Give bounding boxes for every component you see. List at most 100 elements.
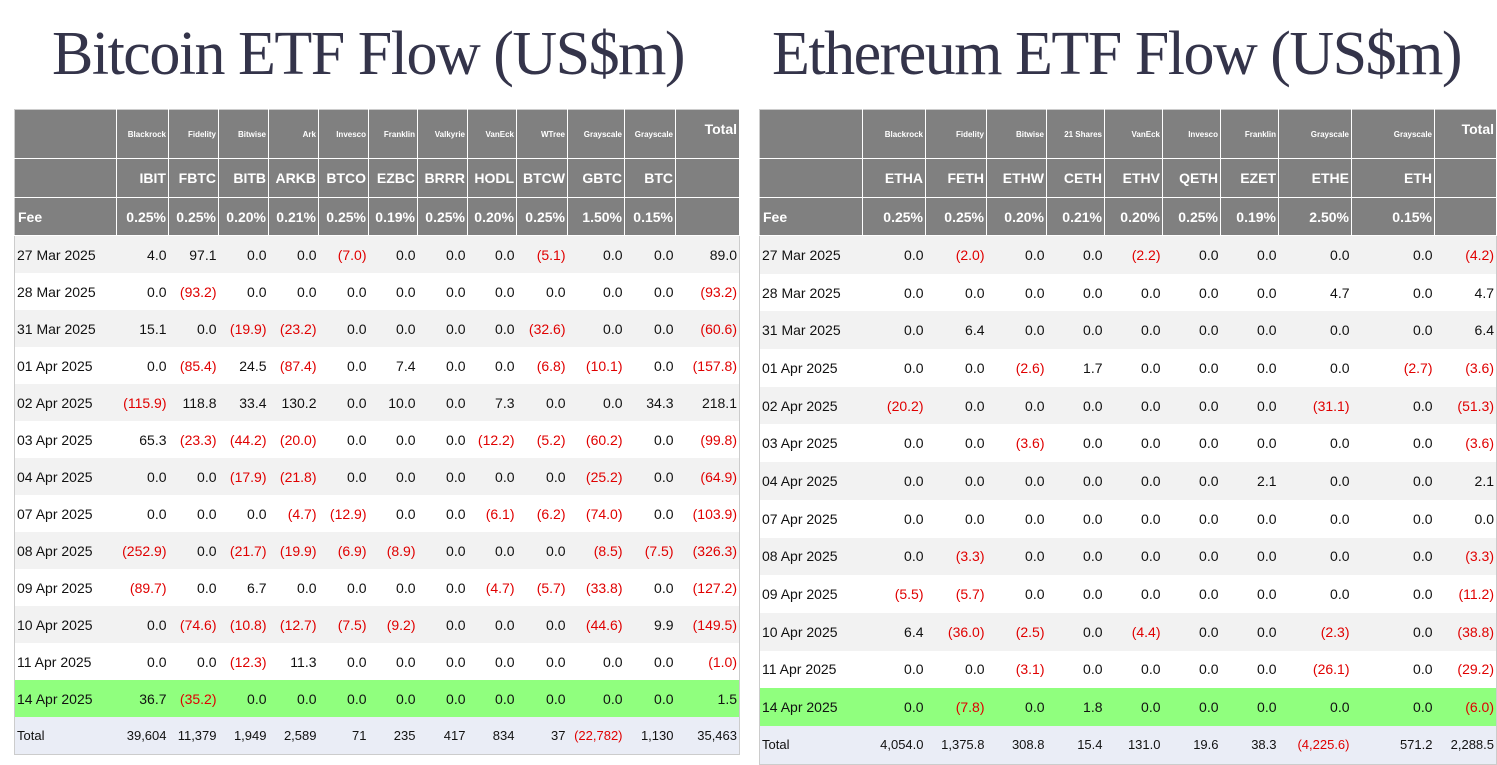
issuer-name: Grayscale xyxy=(624,109,676,159)
flow-value-cell: 0.0 xyxy=(1162,650,1221,689)
flow-value-cell: 0.0 xyxy=(1278,499,1352,538)
flow-value-cell: 97.1 xyxy=(168,235,219,273)
cumulative-total-row: Total 4,054.0 1,375.8 308.8 15.4 131.0 19.6 38.… xyxy=(759,725,1497,765)
flow-value-cell: (60.2) xyxy=(567,421,625,458)
flow-value-cell: 0.0 xyxy=(417,421,468,458)
flow-value-cell: 0.0 xyxy=(1278,311,1352,350)
flow-row: 08 Apr 2025 (252.9) 0.0 (21.7) (19.9) (6.9) (8… xyxy=(14,532,740,569)
date-cell: 03 Apr 2025 xyxy=(14,421,117,458)
date-cell: 07 Apr 2025 xyxy=(14,495,117,532)
flow-value-cell: 0.0 xyxy=(1162,273,1221,312)
issuer-name: Fidelity xyxy=(925,109,987,159)
flow-value-cell: 0.0 xyxy=(862,273,926,312)
fee-label: Fee xyxy=(759,197,863,236)
date-cell: 28 Mar 2025 xyxy=(14,273,117,310)
flow-value-cell: 11.3 xyxy=(268,643,319,680)
flow-value-cell: 0.0 xyxy=(417,310,468,347)
flow-value-cell: 0.0 xyxy=(1104,424,1163,463)
date-cell: 08 Apr 2025 xyxy=(759,537,863,576)
date-cell: 14 Apr 2025 xyxy=(759,688,863,726)
cumulative-total-cell: 308.8 xyxy=(986,725,1047,765)
flow-value-cell: 0.0 xyxy=(862,688,926,726)
flow-value-cell: 0.0 xyxy=(467,680,517,717)
flow-value-cell: 0.0 xyxy=(1162,575,1221,613)
flow-value-cell: 0.0 xyxy=(318,310,369,347)
flow-value-cell: 0.0 xyxy=(1220,349,1279,387)
flow-value-cell: 0.0 xyxy=(268,273,319,310)
flow-row: 31 Mar 2025 15.1 0.0 (19.9) (23.2) 0.0 0.0 0.0 0… xyxy=(14,310,740,347)
ticker-header-row: ETHA FETH ETHW CETH ETHV QETH EZET ETHE ETH xyxy=(759,158,1497,198)
cumulative-total-cell: (22,782) xyxy=(567,717,625,755)
fee-header-row: Fee 0.25% 0.25% 0.20% 0.21% 0.25% 0.19% 0.25% 0.… xyxy=(14,197,740,236)
flow-value-cell: (93.2) xyxy=(168,273,219,310)
flow-value-cell: 1.8 xyxy=(1046,688,1105,726)
issuer-name: WTree xyxy=(516,109,568,159)
flow-value-cell: 0.0 xyxy=(516,680,568,717)
flow-value-cell: 0.0 xyxy=(1220,273,1279,312)
flow-value-cell: 0.0 xyxy=(268,680,319,717)
issuer-name: Fidelity xyxy=(168,109,219,159)
flow-value-cell: 0.0 xyxy=(218,680,269,717)
ticker-symbol: BTC xyxy=(624,158,676,198)
flow-value-cell: 0.0 xyxy=(624,273,676,310)
flow-value-cell: 0.0 xyxy=(1104,575,1163,613)
ticker-symbol: ETHV xyxy=(1104,158,1163,198)
flow-value-cell: 0.0 xyxy=(925,386,987,425)
flow-value-cell: (31.1) xyxy=(1278,386,1352,425)
flow-value-cell: 0.0 xyxy=(116,458,169,495)
flow-value-cell: (6.9) xyxy=(318,532,369,569)
fee-value: 0.25% xyxy=(417,197,468,236)
flow-value-cell: 0.0 xyxy=(116,273,169,310)
flow-value-cell: 0.0 xyxy=(1046,311,1105,350)
issuer-name: Valkyrie xyxy=(417,109,468,159)
date-cell: 01 Apr 2025 xyxy=(759,349,863,387)
flow-value-cell: 0.0 xyxy=(624,495,676,532)
flow-value-cell: (36.0) xyxy=(925,612,987,651)
flow-value-cell: 0.0 xyxy=(1351,575,1435,613)
flow-value-cell: 0.0 xyxy=(986,499,1047,538)
row-total-cell: (99.8) xyxy=(675,421,740,458)
flow-value-cell: 0.0 xyxy=(862,462,926,500)
fee-header-row: Fee 0.25% 0.25% 0.20% 0.21% 0.20% 0.25% 0.19% 2.… xyxy=(759,197,1497,236)
flow-value-cell: 0.0 xyxy=(318,458,369,495)
flow-value-cell: (7.5) xyxy=(318,606,369,643)
flow-value-cell: 0.0 xyxy=(1220,537,1279,576)
fee-value: 0.25% xyxy=(318,197,369,236)
ticker-symbol: ETHW xyxy=(986,158,1047,198)
flow-value-cell: (5.7) xyxy=(925,575,987,613)
flow-value-cell: 0.0 xyxy=(116,495,169,532)
flow-value-cell: 0.0 xyxy=(1162,235,1221,274)
flow-value-cell: 0.0 xyxy=(1162,499,1221,538)
flow-value-cell: 0.0 xyxy=(1278,575,1352,613)
flow-value-cell: 0.0 xyxy=(624,347,676,384)
fee-value: 0.21% xyxy=(1046,197,1105,236)
flow-value-cell: 0.0 xyxy=(624,235,676,273)
ticker-symbol: IBIT xyxy=(116,158,169,198)
flow-value-cell: 0.0 xyxy=(567,310,625,347)
flow-row: 10 Apr 2025 0.0 (74.6) (10.8) (12.7) (7.5) (9.… xyxy=(14,606,740,643)
flow-value-cell: 0.0 xyxy=(1104,273,1163,312)
date-cell: 01 Apr 2025 xyxy=(14,347,117,384)
flow-value-cell: 6.4 xyxy=(862,612,926,651)
flow-value-cell: 0.0 xyxy=(1046,650,1105,689)
flow-value-cell: (33.8) xyxy=(567,569,625,606)
flow-value-cell: 0.0 xyxy=(1162,688,1221,726)
flow-value-cell: 118.8 xyxy=(168,384,219,421)
flow-value-cell: 0.0 xyxy=(467,643,517,680)
flow-value-cell: 0.0 xyxy=(368,680,418,717)
flow-row: 28 Mar 2025 0.0 0.0 0.0 0.0 0.0 0.0 0.0 4.7 0.0 4.… xyxy=(759,273,1497,312)
flow-value-cell: 0.0 xyxy=(862,424,926,463)
flow-value-cell: 0.0 xyxy=(168,643,219,680)
issuer-name: Bitwise xyxy=(218,109,269,159)
flow-value-cell: 0.0 xyxy=(1162,386,1221,425)
flow-row: 11 Apr 2025 0.0 0.0 (3.1) 0.0 0.0 0.0 0.0 (26.1)… xyxy=(759,650,1497,689)
flow-value-cell: (4.4) xyxy=(1104,612,1163,651)
flow-value-cell: (7.0) xyxy=(318,235,369,273)
flow-value-cell: (3.6) xyxy=(986,424,1047,463)
flow-value-cell: (25.2) xyxy=(567,458,625,495)
flow-value-cell: 0.0 xyxy=(1162,349,1221,387)
cumulative-total-cell: 39,604 xyxy=(116,717,169,755)
flow-value-cell: 0.0 xyxy=(1351,462,1435,500)
row-total-cell: (103.9) xyxy=(675,495,740,532)
issuer-name: Grayscale xyxy=(567,109,625,159)
